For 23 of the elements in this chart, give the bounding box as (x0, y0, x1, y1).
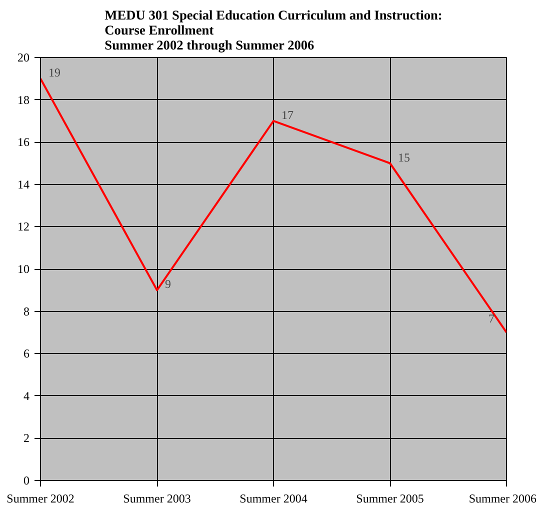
x-tick-label: Summer 2003 (123, 492, 191, 506)
y-tick-label: 0 (24, 474, 30, 488)
x-tick-label: Summer 2002 (6, 492, 74, 506)
data-label: 19 (48, 66, 60, 80)
y-tick-label: 16 (18, 135, 30, 150)
data-label: 15 (398, 150, 410, 164)
y-tick-label: 18 (18, 92, 30, 107)
chart-title: MEDU 301 Special Education Curriculum and Instruction: Course Enrollment Summer 2002 through Summer 2006 (104, 8, 442, 52)
line-series (40, 78, 506, 334)
y-tick-label: 2 (24, 431, 30, 446)
y-tick-label: 12 (18, 220, 30, 234)
y-tick-label: 6 (24, 346, 30, 361)
x-tick-label: Summer 2004 (240, 492, 308, 506)
y-tick-label: 14 (18, 177, 30, 192)
x-tick-label: Summer 2005 (356, 492, 424, 506)
data-label: 7 (488, 311, 494, 326)
y-tick-label: 4 (24, 388, 30, 403)
y-tick-label: 10 (18, 262, 30, 276)
x-tick-label: Summer 2006 (468, 492, 537, 506)
y-tick-label: 20 (18, 50, 30, 64)
y-tick-label: 8 (24, 304, 30, 318)
data-label: 17 (282, 108, 294, 122)
data-label: 9 (165, 277, 171, 292)
